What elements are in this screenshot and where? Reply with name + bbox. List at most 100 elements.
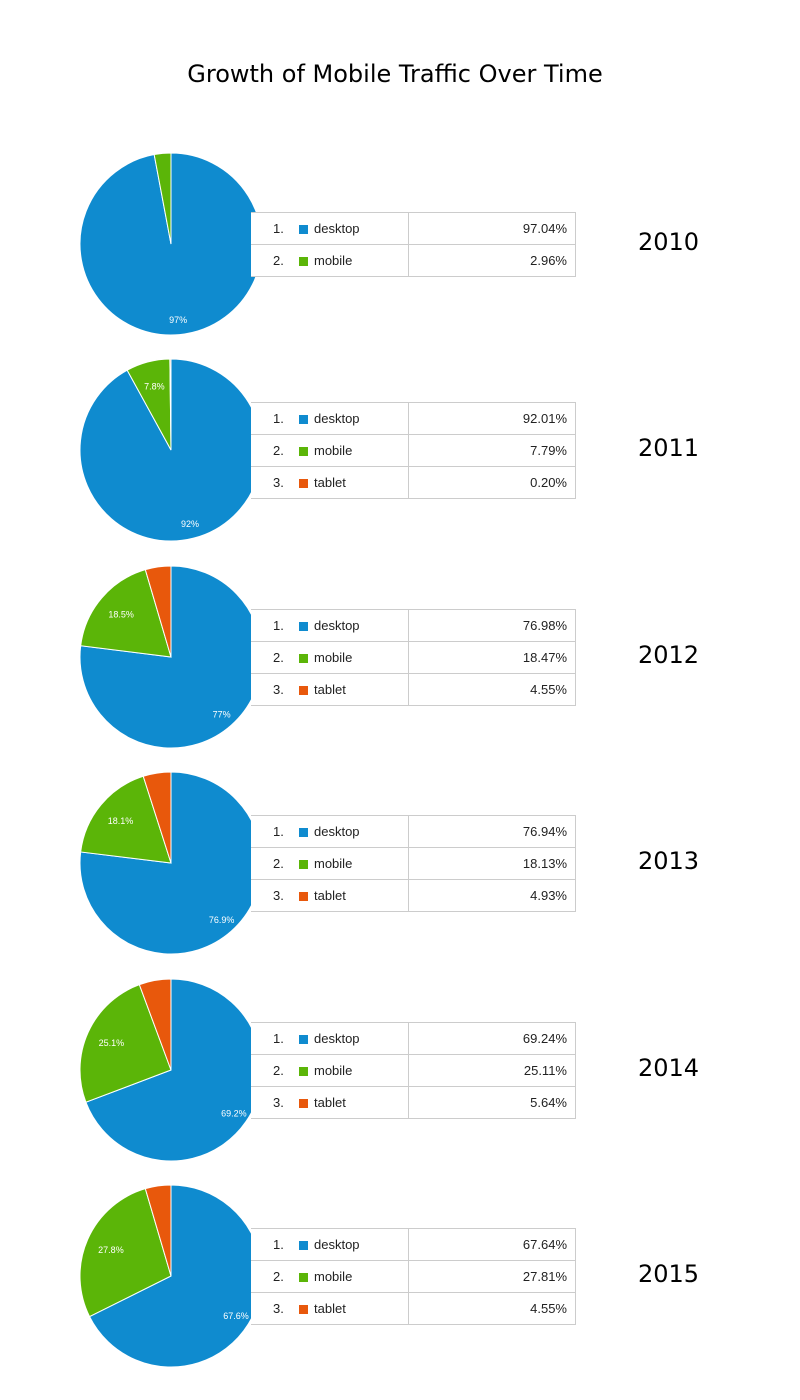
pie-chart: 69.2% 25.1%	[79, 978, 263, 1162]
legend-swatch-mobile	[299, 654, 308, 663]
legend-value: 76.94%	[408, 815, 576, 848]
legend-entry: 3. tablet	[251, 673, 409, 706]
legend-swatch-tablet	[299, 1305, 308, 1314]
legend-row-mobile: 2. mobile 7.79%	[251, 434, 576, 467]
pie-chart: 67.6% 27.8%	[79, 1184, 263, 1368]
legend-row-mobile: 2. mobile 18.47%	[251, 641, 576, 674]
pie-panel-2015: 67.6% 27.8% 1. desktop 67.64% 2. mobile 27.81% 3…	[0, 1184, 800, 1384]
pie-panel-2014: 69.2% 25.1% 1. desktop 69.24% 2. mobile 25.11% 3…	[0, 978, 800, 1178]
legend-rank: 1.	[273, 1237, 284, 1252]
legend-entry: 1. desktop	[251, 1022, 409, 1055]
year-label: 2015	[638, 1260, 700, 1288]
legend-row-tablet: 3. tablet 4.55%	[251, 1292, 576, 1325]
slice-data-label: 76.9%	[209, 915, 235, 925]
legend-entry: 2. mobile	[251, 434, 409, 467]
legend-entry: 1. desktop	[251, 815, 409, 848]
legend-label: mobile	[314, 856, 353, 871]
legend-swatch-tablet	[299, 892, 308, 901]
legend-value: 7.79%	[408, 434, 576, 467]
legend-table: 1. desktop 92.01% 2. mobile 7.79% 3. tablet 0.20…	[251, 402, 576, 499]
legend-entry: 3. tablet	[251, 1292, 409, 1325]
legend-label: mobile	[314, 253, 353, 268]
pie-slice-tablet	[169, 358, 172, 451]
legend-value: 18.13%	[408, 847, 576, 880]
legend-swatch-desktop	[299, 828, 308, 837]
chart-title: Growth of Mobile Traffic Over Time	[187, 60, 603, 88]
legend-entry: 1. desktop	[251, 212, 409, 245]
year-label: 2014	[638, 1054, 700, 1082]
legend-row-desktop: 1. desktop 76.94%	[251, 815, 576, 848]
pie-panel-2013: 76.9% 18.1% 1. desktop 76.94% 2. mobile 18.13% 3…	[0, 771, 800, 971]
pie-chart: 92% 7.8%	[79, 358, 263, 542]
legend-value: 27.81%	[408, 1260, 576, 1293]
legend-swatch-desktop	[299, 415, 308, 424]
legend-rank: 2.	[273, 1063, 284, 1078]
pie-slice-desktop	[88, 1184, 263, 1368]
legend-row-desktop: 1. desktop 69.24%	[251, 1022, 576, 1055]
legend-value: 4.55%	[408, 673, 576, 706]
slice-data-label: 27.8%	[98, 1245, 124, 1255]
legend-table: 1. desktop 97.04% 2. mobile 2.96%	[251, 212, 576, 277]
legend-row-desktop: 1. desktop 92.01%	[251, 402, 576, 435]
legend-row-mobile: 2. mobile 18.13%	[251, 847, 576, 880]
legend-table: 1. desktop 76.94% 2. mobile 18.13% 3. tablet 4.9…	[251, 815, 576, 912]
pie-slice-tablet	[142, 771, 172, 864]
legend-value: 5.64%	[408, 1086, 576, 1119]
legend-entry: 2. mobile	[251, 847, 409, 880]
legend-value: 92.01%	[408, 402, 576, 435]
legend-label: tablet	[314, 888, 346, 903]
legend-row-desktop: 1. desktop 97.04%	[251, 212, 576, 245]
legend-entry: 3. tablet	[251, 466, 409, 499]
legend-entry: 3. tablet	[251, 879, 409, 912]
legend-value: 69.24%	[408, 1022, 576, 1055]
pie-panel-2010: 97% 1. desktop 97.04% 2. mobile 2.96% 2010	[0, 152, 800, 352]
legend-rank: 3.	[273, 1095, 284, 1110]
legend-value: 97.04%	[408, 212, 576, 245]
legend-table: 1. desktop 76.98% 2. mobile 18.47% 3. tablet 4.5…	[251, 609, 576, 706]
legend-entry: 2. mobile	[251, 244, 409, 277]
legend-entry: 1. desktop	[251, 1228, 409, 1261]
legend-swatch-tablet	[299, 479, 308, 488]
legend-rank: 3.	[273, 475, 284, 490]
slice-data-label: 92%	[181, 519, 199, 529]
slice-data-label: 77%	[213, 709, 231, 719]
legend-rank: 1.	[273, 221, 284, 236]
slice-data-label: 67.6%	[223, 1311, 249, 1321]
legend-entry: 1. desktop	[251, 609, 409, 642]
legend-label: desktop	[314, 221, 360, 236]
legend-row-tablet: 3. tablet 4.93%	[251, 879, 576, 912]
legend-table: 1. desktop 69.24% 2. mobile 25.11% 3. tablet 5.6…	[251, 1022, 576, 1119]
slice-data-label: 69.2%	[221, 1108, 247, 1118]
legend-rank: 2.	[273, 1269, 284, 1284]
legend-swatch-tablet	[299, 686, 308, 695]
pie-chart: 76.9% 18.1%	[79, 771, 263, 955]
legend-rank: 1.	[273, 1031, 284, 1046]
legend-label: tablet	[314, 475, 346, 490]
legend-label: tablet	[314, 682, 346, 697]
slice-data-label: 7.8%	[144, 382, 165, 392]
year-label: 2012	[638, 641, 700, 669]
legend-label: desktop	[314, 1031, 360, 1046]
pie-slice-tablet	[144, 565, 172, 658]
legend-row-tablet: 3. tablet 5.64%	[251, 1086, 576, 1119]
legend-row-tablet: 3. tablet 4.55%	[251, 673, 576, 706]
legend-rank: 2.	[273, 856, 284, 871]
legend-swatch-mobile	[299, 447, 308, 456]
pie-panel-2012: 77% 18.5% 1. desktop 76.98% 2. mobile 18.47% 3. t…	[0, 565, 800, 765]
legend-entry: 1. desktop	[251, 402, 409, 435]
pie-panel-2011: 92% 7.8% 1. desktop 92.01% 2. mobile 7.79% 3. tab…	[0, 358, 800, 558]
legend-value: 18.47%	[408, 641, 576, 674]
legend-row-tablet: 3. tablet 0.20%	[251, 466, 576, 499]
legend-swatch-mobile	[299, 1067, 308, 1076]
legend-row-desktop: 1. desktop 76.98%	[251, 609, 576, 642]
legend-label: mobile	[314, 650, 353, 665]
pie-slice-tablet	[144, 1184, 172, 1277]
legend-value: 0.20%	[408, 466, 576, 499]
legend-rank: 3.	[273, 888, 284, 903]
pie-slice-tablet	[138, 978, 172, 1071]
slice-data-label: 18.1%	[108, 816, 134, 826]
legend-rank: 2.	[273, 253, 284, 268]
legend-label: mobile	[314, 443, 353, 458]
legend-rank: 2.	[273, 443, 284, 458]
